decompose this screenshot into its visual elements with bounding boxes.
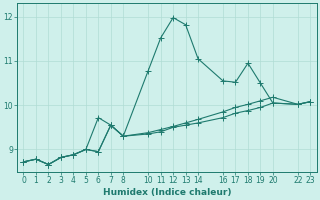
X-axis label: Humidex (Indice chaleur): Humidex (Indice chaleur) (103, 188, 231, 197)
